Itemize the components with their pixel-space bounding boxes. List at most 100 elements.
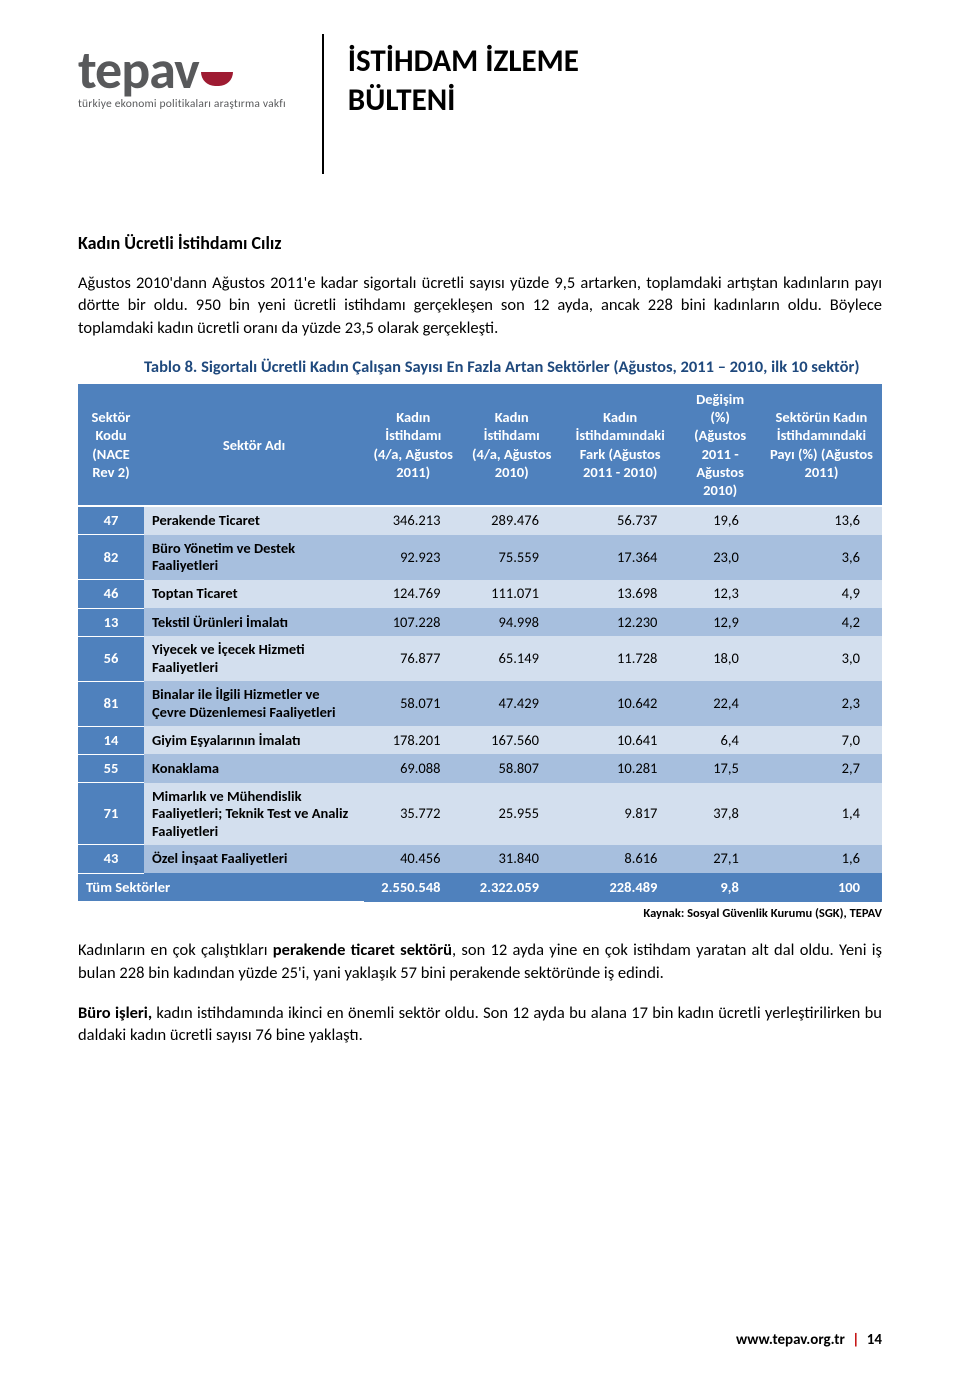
logo: tepav türkiye ekonomi politikaları araşt…	[78, 42, 286, 111]
table-row: 56Yiyecek ve İçecek Hizmeti Faaliyetleri…	[78, 636, 882, 681]
cell-v3: 9.817	[561, 783, 679, 845]
cell-v3: 13.698	[561, 580, 679, 608]
cell-name: Özel İnşaat Faaliyetleri	[144, 845, 364, 873]
cell-name: Tekstil Ürünleri İmalatı	[144, 608, 364, 636]
cell-v3: 10.281	[561, 754, 679, 782]
cell-v1: 40.456	[364, 845, 462, 873]
para3-post: kadın istihdamında ikinci en önemli sekt…	[78, 1003, 882, 1045]
cell-code: 13	[78, 608, 144, 636]
para2-pre: Kadınların en çok çalıştıkları	[78, 940, 273, 960]
cell-v5: 4,2	[761, 608, 882, 636]
cell-v2: 111.071	[462, 580, 560, 608]
cell-v5: 1,4	[761, 783, 882, 845]
cell-v1: 76.877	[364, 636, 462, 681]
col-v4: Değişim (%) (Ağustos 2011 - Ağustos 2010…	[679, 383, 760, 506]
cell-v2: 75.559	[462, 535, 560, 580]
cell-name: Giyim Eşyalarının İmalatı	[144, 726, 364, 754]
cell-v2: 58.807	[462, 754, 560, 782]
logo-text: tepav	[78, 46, 286, 95]
cell-name: Perakende Ticaret	[144, 506, 364, 535]
cell-v5: 2,7	[761, 754, 882, 782]
cell-total-v1: 2.550.548	[364, 873, 462, 901]
cell-name: Toptan Ticaret	[144, 580, 364, 608]
cell-v2: 31.840	[462, 845, 560, 873]
bulletin-title: İSTİHDAM İZLEME BÜLTENİ	[348, 42, 579, 120]
col-v1: Kadın İstihdamı (4/a, Ağustos 2011)	[364, 383, 462, 506]
footer-url: www.tepav.org.tr	[736, 1331, 845, 1349]
cell-v1: 92.923	[364, 535, 462, 580]
page-footer: www.tepav.org.tr | 14	[736, 1331, 882, 1349]
table-row: 13Tekstil Ürünleri İmalatı107.22894.9981…	[78, 608, 882, 636]
cell-v3: 8.616	[561, 845, 679, 873]
cell-v2: 289.476	[462, 506, 560, 535]
cell-v3: 10.641	[561, 726, 679, 754]
cell-v5: 13,6	[761, 506, 882, 535]
table-row: 82Büro Yönetim ve Destek Faaliyetleri92.…	[78, 535, 882, 580]
cell-code: 14	[78, 726, 144, 754]
footer-page: 14	[867, 1331, 882, 1349]
table-header: Sektör Kodu (NACE Rev 2) Sektör Adı Kadı…	[78, 383, 882, 506]
table-title: Tablo 8. Sigortalı Ücretli Kadın Çalışan…	[78, 357, 882, 378]
cell-v2: 94.998	[462, 608, 560, 636]
cell-v2: 47.429	[462, 681, 560, 726]
table-body: 47Perakende Ticaret346.213289.47656.7371…	[78, 506, 882, 902]
cell-name: Büro Yönetim ve Destek Faaliyetleri	[144, 535, 364, 580]
cell-code: 71	[78, 783, 144, 845]
cell-name: Konaklama	[144, 754, 364, 782]
cell-code: 82	[78, 535, 144, 580]
cell-total-v3: 228.489	[561, 873, 679, 901]
cell-v1: 58.071	[364, 681, 462, 726]
para3-bold: Büro işleri,	[78, 1003, 152, 1023]
paragraph-2: Kadınların en çok çalıştıkları perakende…	[78, 939, 882, 984]
para2-bold: perakende ticaret sektörü	[273, 940, 452, 960]
logo-subtitle: türkiye ekonomi politikaları araştırma v…	[78, 97, 286, 111]
table-row: 14Giyim Eşyalarının İmalatı178.201167.56…	[78, 726, 882, 754]
cell-v3: 56.737	[561, 506, 679, 535]
cell-v4: 6,4	[679, 726, 760, 754]
footer-separator-icon: |	[848, 1331, 863, 1349]
paragraph-intro: Ağustos 2010'dann Ağustos 2011'e kadar s…	[78, 272, 882, 339]
cell-v2: 65.149	[462, 636, 560, 681]
table-row: 81Binalar ile İlgili Hizmetler ve Çevre …	[78, 681, 882, 726]
cell-v4: 12,9	[679, 608, 760, 636]
col-name: Sektör Adı	[144, 383, 364, 506]
vertical-divider	[322, 34, 324, 174]
cell-total-label: Tüm Sektörler	[78, 873, 364, 901]
col-v3: Kadın İstihdamındaki Fark (Ağustos 2011 …	[561, 383, 679, 506]
cell-v1: 107.228	[364, 608, 462, 636]
cell-v5: 2,3	[761, 681, 882, 726]
cell-total-v5: 100	[761, 873, 882, 901]
col-v2: Kadın İstihdamı (4/a, Ağustos 2010)	[462, 383, 560, 506]
cell-v4: 17,5	[679, 754, 760, 782]
table-row: 55Konaklama69.08858.80710.28117,52,7	[78, 754, 882, 782]
cell-name: Binalar ile İlgili Hizmetler ve Çevre Dü…	[144, 681, 364, 726]
cell-v3: 17.364	[561, 535, 679, 580]
cell-code: 46	[78, 580, 144, 608]
table-row: 47Perakende Ticaret346.213289.47656.7371…	[78, 506, 882, 535]
cell-code: 56	[78, 636, 144, 681]
cell-code: 55	[78, 754, 144, 782]
cell-v4: 18,0	[679, 636, 760, 681]
cell-name: Mimarlık ve Mühendislik Faaliyetleri; Te…	[144, 783, 364, 845]
cell-v5: 7,0	[761, 726, 882, 754]
table-row: 46Toptan Ticaret124.769111.07113.69812,3…	[78, 580, 882, 608]
cell-v3: 10.642	[561, 681, 679, 726]
cell-name: Yiyecek ve İçecek Hizmeti Faaliyetleri	[144, 636, 364, 681]
table-row: 71Mimarlık ve Mühendislik Faaliyetleri; …	[78, 783, 882, 845]
paragraph-3: Büro işleri, kadın istihdamında ikinci e…	[78, 1002, 882, 1047]
table-row: 43Özel İnşaat Faaliyetleri40.45631.8408.…	[78, 845, 882, 873]
cell-v1: 35.772	[364, 783, 462, 845]
table-source: Kaynak: Sosyal Güvenlik Kurumu (SGK), TE…	[78, 906, 882, 921]
col-code: Sektör Kodu (NACE Rev 2)	[78, 383, 144, 506]
cell-v4: 12,3	[679, 580, 760, 608]
cell-v5: 4,9	[761, 580, 882, 608]
cell-v4: 22,4	[679, 681, 760, 726]
cell-v1: 124.769	[364, 580, 462, 608]
table-total-row: Tüm Sektörler2.550.5482.322.059228.4899,…	[78, 873, 882, 901]
sector-table: Sektör Kodu (NACE Rev 2) Sektör Adı Kadı…	[78, 382, 882, 902]
cell-v4: 37,8	[679, 783, 760, 845]
cell-v5: 3,0	[761, 636, 882, 681]
cell-v3: 12.230	[561, 608, 679, 636]
section-heading: Kadın Ücretli İstihdamı Cılız	[78, 232, 882, 254]
cell-v4: 27,1	[679, 845, 760, 873]
